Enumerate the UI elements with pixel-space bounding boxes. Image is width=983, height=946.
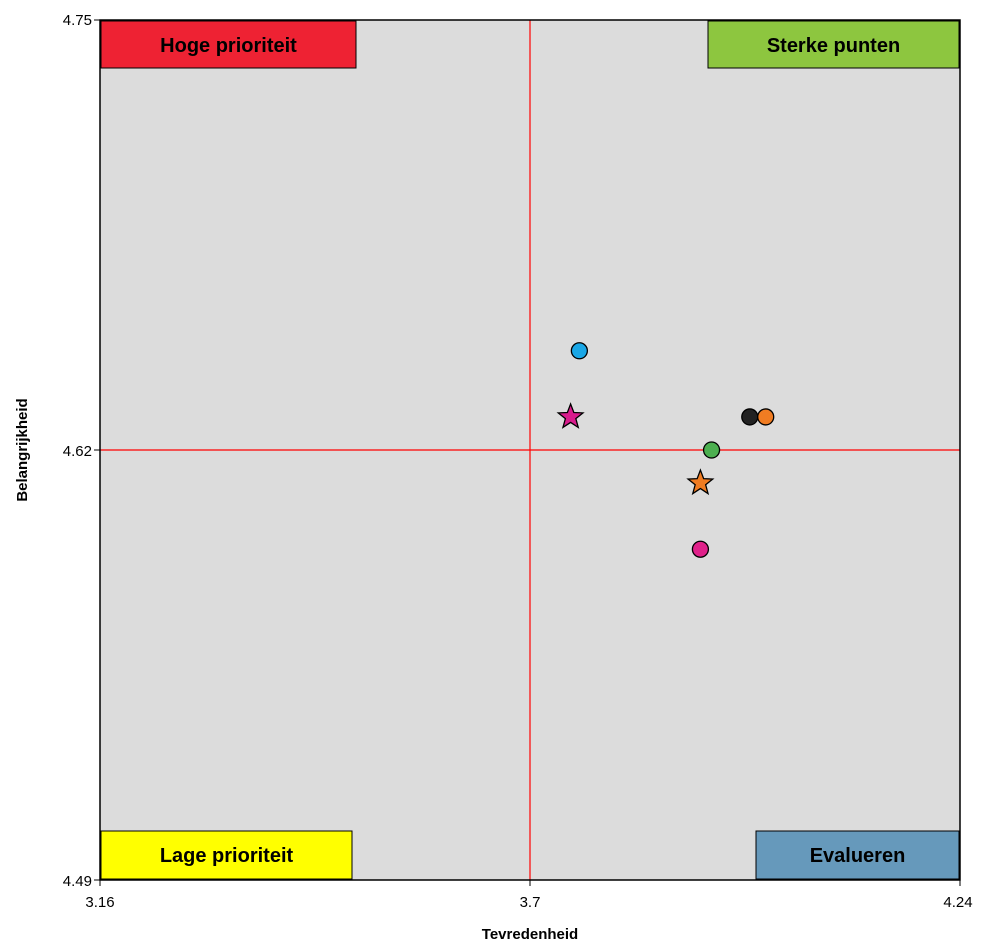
circle-marker-3 [757, 408, 775, 426]
circle-marker-4 [702, 441, 721, 459]
y-tick-label-0: 4.75 [63, 12, 92, 29]
x-tick-label-1: 3.7 [520, 894, 541, 911]
quadrant-label-top-left: Hoge prioriteit [160, 35, 297, 57]
quadrant-box-top-left [100, 20, 357, 69]
quadrant-box-bottom-right [755, 830, 960, 880]
x-axis-title: Tevredenheid [482, 926, 578, 943]
circle-marker-0 [570, 342, 589, 360]
y-tick-label-2: 4.49 [63, 873, 92, 890]
star-marker-1 [556, 402, 585, 429]
quadrant-label-bottom-left: Lage prioriteit [160, 845, 294, 867]
y-tick-label-1: 4.62 [63, 443, 92, 460]
data-points [556, 342, 775, 558]
quadrant-box-top-right [707, 20, 960, 69]
quadrant-label-bottom-right: Evalueren [810, 845, 906, 867]
quadrant-label-top-right: Sterke punten [767, 35, 900, 57]
circle-marker-2 [741, 408, 759, 426]
x-tick-label-0: 3.16 [85, 894, 114, 911]
star-marker-5 [686, 468, 715, 496]
x-tick-label-2: 4.24 [943, 894, 972, 911]
quadrant-box-bottom-left [100, 830, 353, 880]
y-axis-title: Belangrijkheid [14, 398, 31, 501]
circle-marker-6 [691, 540, 710, 558]
